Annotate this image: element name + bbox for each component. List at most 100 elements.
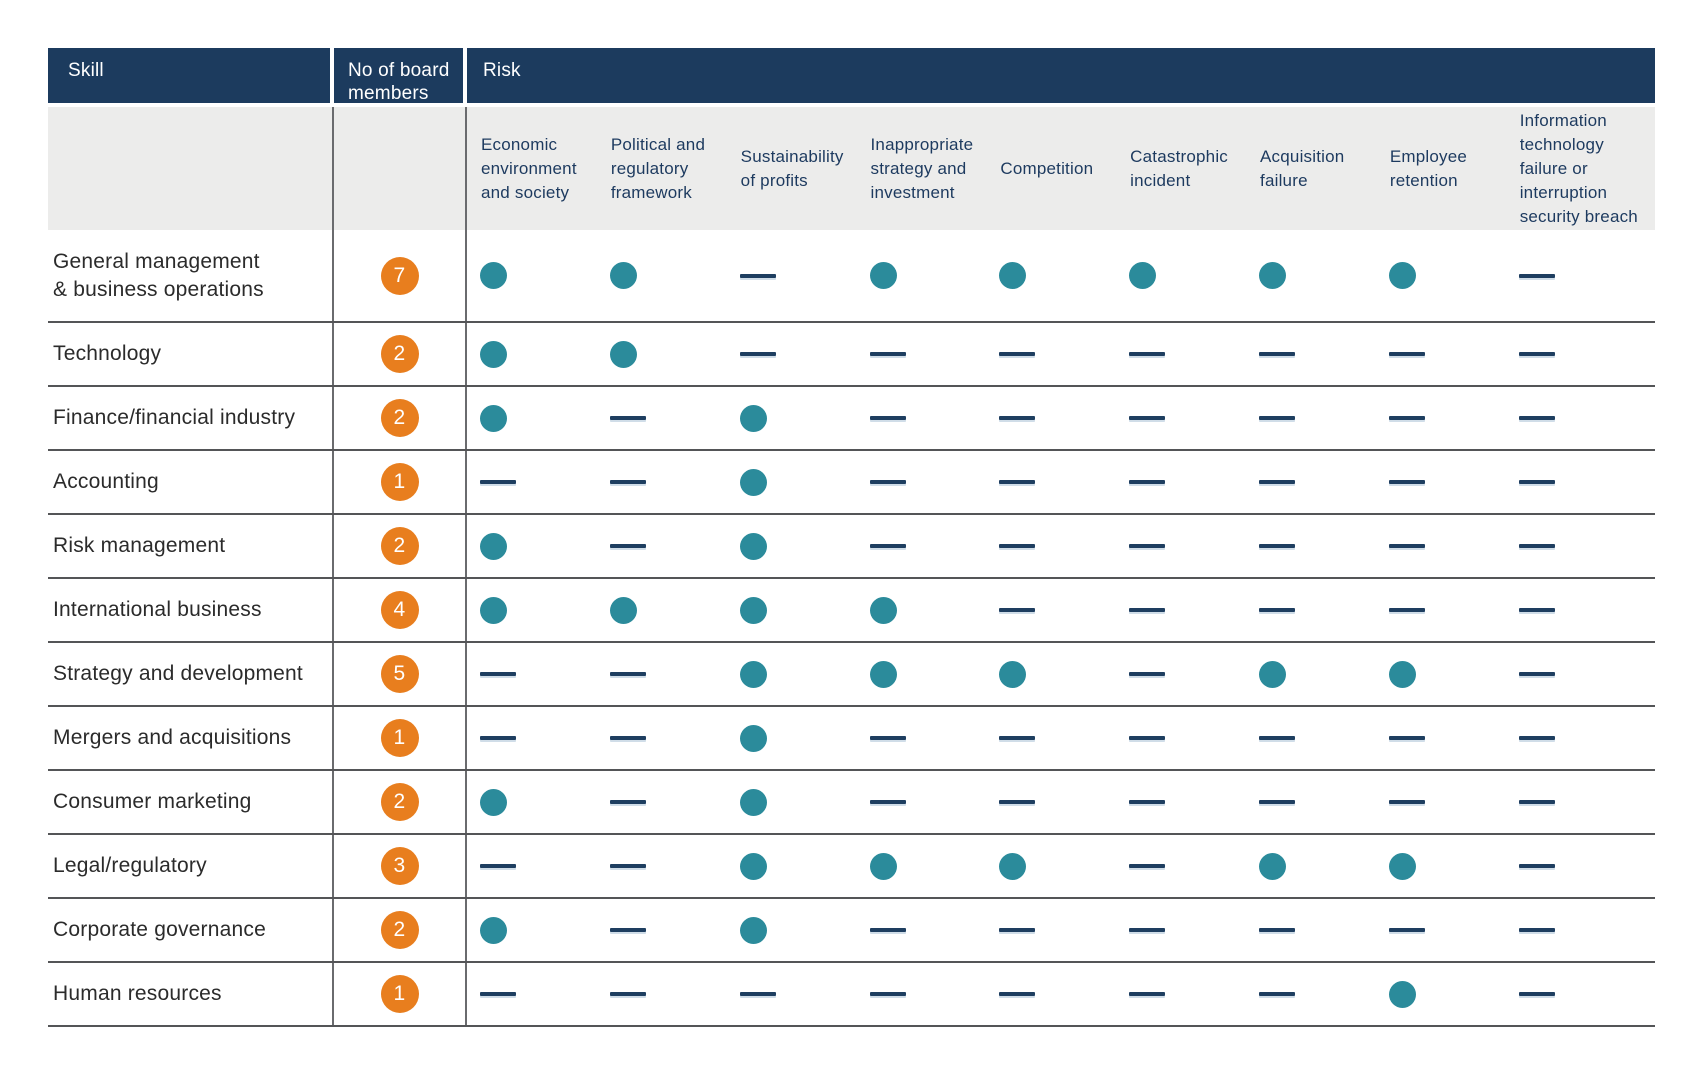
risk-group-header-label: Risk [483, 60, 521, 81]
risk-mark-cell [467, 579, 597, 641]
skill-label: Finance/financial industry [53, 406, 296, 429]
risk-mark-cell [597, 835, 727, 897]
risk-mark-cell [1376, 643, 1506, 705]
risk-dash-icon [1259, 928, 1296, 932]
risk-dash-icon [1518, 736, 1555, 740]
risk-column-header: Economic environment and society [467, 107, 597, 230]
risk-dash-icon [999, 800, 1036, 804]
skills-risk-matrix-table: Skill No of board members Risk Economic … [48, 48, 1655, 1027]
risk-dash-icon [1259, 480, 1296, 484]
table-row: Mergers and acquisitions 1 [48, 707, 1655, 771]
risk-mark-cell [1116, 963, 1246, 1025]
risk-column-header: Sustainability of profits [727, 107, 857, 230]
risk-mark-cell [727, 963, 857, 1025]
risk-mark-cell [597, 707, 727, 769]
risk-mark-cell [1246, 323, 1376, 385]
risk-marks-area [467, 579, 1655, 641]
risk-dash-icon [999, 416, 1036, 420]
risk-dash-icon [1518, 480, 1555, 484]
risk-dash-icon [1388, 352, 1425, 356]
risk-dash-icon [739, 992, 776, 996]
risk-mark-cell [1376, 230, 1506, 321]
risk-marks-area [467, 451, 1655, 513]
risk-dash-icon [1388, 928, 1425, 932]
risk-dash-icon [609, 416, 646, 420]
risk-mark-cell [1246, 515, 1376, 577]
risk-mark-cell [1116, 643, 1246, 705]
risk-dash-icon [1129, 544, 1166, 548]
board-members-badge: 2 [380, 335, 419, 373]
risk-dot-icon [739, 916, 767, 944]
risk-mark-cell [1376, 323, 1506, 385]
risk-mark-cell [1376, 387, 1506, 449]
board-members-cell: 2 [334, 515, 467, 577]
risk-marks-area [467, 387, 1655, 449]
risk-dash-icon [869, 928, 906, 932]
risk-dash-icon [1518, 672, 1555, 676]
risk-marks-area [467, 643, 1655, 705]
risk-dash-icon [869, 480, 906, 484]
skill-header-cell: Skill [48, 48, 334, 103]
risk-mark-cell [1506, 707, 1655, 769]
risk-mark-cell [1116, 230, 1246, 321]
table-row: Human resources 1 [48, 963, 1655, 1027]
risk-dash-icon [1129, 992, 1166, 996]
risk-mark-cell [1116, 579, 1246, 641]
risk-mark-cell [1376, 515, 1506, 577]
risk-marks-area [467, 835, 1655, 897]
risk-dash-icon [1129, 608, 1166, 612]
skill-label: General management & business operations [53, 249, 264, 301]
risk-mark-cell [1116, 771, 1246, 833]
risk-mark-cell [1246, 835, 1376, 897]
risk-dot-icon [739, 532, 767, 560]
risk-mark-cell [986, 515, 1116, 577]
board-members-cell: 1 [334, 707, 467, 769]
board-members-cell: 3 [334, 835, 467, 897]
risk-dash-icon [999, 352, 1036, 356]
risk-dot-icon [480, 340, 507, 368]
skill-label: Human resources [53, 982, 222, 1005]
risk-dot-icon [869, 262, 897, 289]
risk-mark-cell [467, 899, 597, 961]
risk-mark-cell [727, 387, 857, 449]
risk-dash-icon [1129, 672, 1166, 676]
risk-dash-icon [480, 864, 516, 868]
risk-marks-area [467, 515, 1655, 577]
risk-mark-cell [467, 963, 597, 1025]
risk-column-label: Catastrophic incident [1130, 146, 1229, 190]
risk-dash-icon [609, 480, 646, 484]
risk-mark-cell [986, 963, 1116, 1025]
table-row: General management & business operations… [48, 230, 1655, 323]
board-members-badge: 4 [380, 591, 419, 629]
risk-dot-icon [739, 404, 767, 432]
risk-mark-cell [1116, 899, 1246, 961]
board-members-badge: 5 [380, 655, 419, 693]
risk-mark-cell [467, 835, 597, 897]
risk-mark-cell [597, 451, 727, 513]
risk-marks-area [467, 771, 1655, 833]
risk-dash-icon [609, 544, 646, 548]
risk-column-label: Political and regulatory framework [610, 134, 706, 202]
risk-dash-icon [999, 928, 1036, 932]
board-members-cell: 1 [334, 451, 467, 513]
risk-dash-icon [739, 273, 776, 278]
risk-mark-cell [1246, 771, 1376, 833]
skill-cell: Accounting [48, 451, 334, 513]
risk-marks-area [467, 230, 1655, 321]
risk-mark-cell [857, 835, 987, 897]
risk-dot-icon [1388, 262, 1416, 289]
skill-cell: Corporate governance [48, 899, 334, 961]
risk-dash-icon [480, 992, 516, 996]
risk-dash-icon [869, 544, 906, 548]
risk-dash-icon [1518, 608, 1555, 612]
risk-column-label: Acquisition failure [1260, 146, 1345, 190]
risk-mark-cell [1246, 963, 1376, 1025]
risk-mark-cell [986, 230, 1116, 321]
risk-dot-icon [869, 852, 897, 880]
board-members-cell: 2 [334, 899, 467, 961]
risk-mark-cell [1376, 451, 1506, 513]
risk-dash-icon [609, 800, 646, 804]
skill-cell: Consumer marketing [48, 771, 334, 833]
risk-dash-icon [1388, 736, 1425, 740]
risk-dash-icon [1518, 352, 1555, 356]
